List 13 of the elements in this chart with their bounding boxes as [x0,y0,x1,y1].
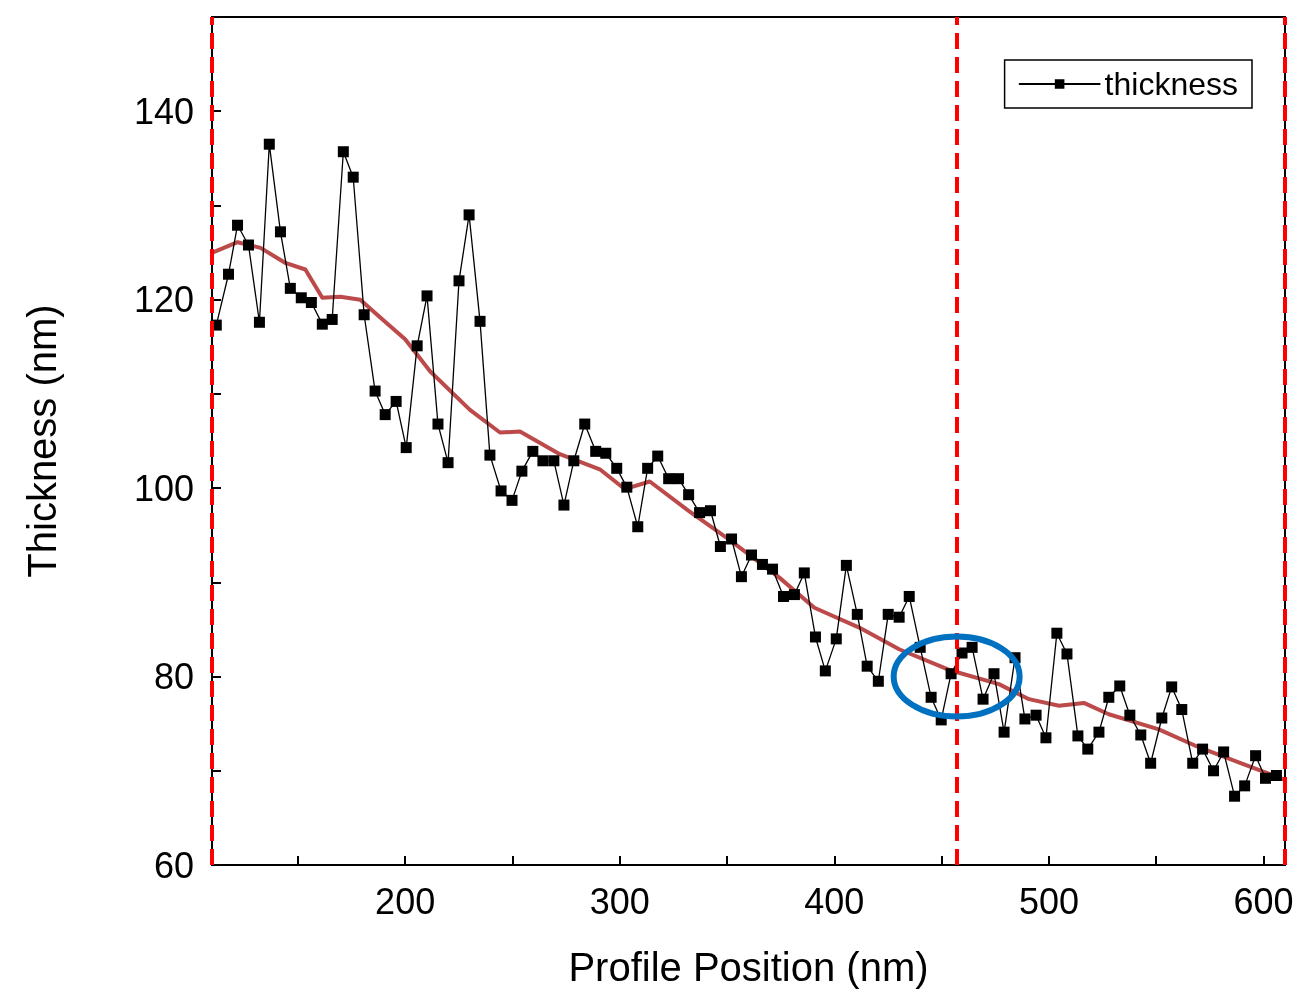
y-tick-label: 60 [153,844,194,886]
x-tick-label: 600 [1233,880,1294,922]
x-tick-label: 500 [1018,880,1079,922]
y-axis-title: Thickness (nm) [20,304,64,578]
legend-label: thickness [1104,66,1238,102]
y-tick-label: 140 [133,90,194,132]
x-tick-label: 200 [375,880,436,922]
x-tick-label: 300 [589,880,650,922]
y-tick-label: 80 [153,656,194,698]
y-tick-label: 120 [133,279,194,321]
x-tick-label: 400 [804,880,865,922]
y-tick-label: 100 [133,467,194,509]
x-axis-title: Profile Position (nm) [568,945,929,989]
